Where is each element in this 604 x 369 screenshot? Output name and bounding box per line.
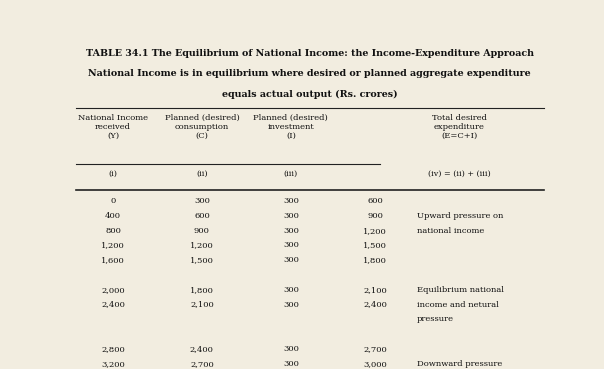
Text: 300: 300: [283, 345, 299, 353]
Text: 1,600: 1,600: [101, 256, 125, 264]
Text: 300: 300: [283, 360, 299, 368]
Text: 2,400: 2,400: [363, 301, 387, 308]
Text: 2,100: 2,100: [190, 301, 214, 308]
Text: (iv) = (ii) + (iii): (iv) = (ii) + (iii): [428, 170, 490, 178]
Text: equals actual output (Rs. crores): equals actual output (Rs. crores): [222, 89, 397, 99]
Text: 2,400: 2,400: [190, 345, 214, 353]
Text: 1,200: 1,200: [101, 241, 125, 249]
Text: 600: 600: [194, 212, 210, 220]
Text: Planned (desired)
consumption
(C): Planned (desired) consumption (C): [164, 114, 239, 140]
Text: 300: 300: [194, 197, 210, 205]
Text: national income: national income: [417, 227, 484, 235]
Text: 1,200: 1,200: [190, 241, 214, 249]
Text: 3,200: 3,200: [101, 360, 125, 368]
Text: 3,000: 3,000: [363, 360, 387, 368]
Text: TABLE 34.1 The Equilibrium of National Income: the Income-Expenditure Approach: TABLE 34.1 The Equilibrium of National I…: [86, 49, 533, 58]
Text: 400: 400: [105, 212, 121, 220]
Text: 300: 300: [283, 212, 299, 220]
Text: 300: 300: [283, 301, 299, 308]
Text: 2,700: 2,700: [190, 360, 214, 368]
Text: 1,500: 1,500: [363, 241, 387, 249]
Text: Downward pressure: Downward pressure: [417, 360, 503, 368]
Text: (ii): (ii): [196, 170, 208, 178]
Text: 300: 300: [283, 256, 299, 264]
Text: Equilibrium national: Equilibrium national: [417, 286, 504, 294]
Text: 300: 300: [283, 241, 299, 249]
Text: 900: 900: [194, 227, 210, 235]
Text: pressure: pressure: [417, 315, 454, 323]
Text: income and netural: income and netural: [417, 301, 499, 308]
Text: 300: 300: [283, 197, 299, 205]
Text: Upward pressure on: Upward pressure on: [417, 212, 504, 220]
Text: Total desired
expenditure
(E=C+I): Total desired expenditure (E=C+I): [432, 114, 487, 140]
Text: (iii): (iii): [284, 170, 298, 178]
Text: 800: 800: [105, 227, 121, 235]
Text: 300: 300: [283, 286, 299, 294]
Text: 600: 600: [367, 197, 383, 205]
Text: 2,100: 2,100: [363, 286, 387, 294]
Text: 2,400: 2,400: [101, 301, 125, 308]
Text: 1,500: 1,500: [190, 256, 214, 264]
Text: 1,800: 1,800: [190, 286, 214, 294]
Text: 2,700: 2,700: [363, 345, 387, 353]
Text: (i): (i): [109, 170, 117, 178]
Text: 2,000: 2,000: [101, 286, 125, 294]
Text: Planned (desired)
investment
(I): Planned (desired) investment (I): [254, 114, 328, 140]
Text: 1,200: 1,200: [363, 227, 387, 235]
Text: 0: 0: [111, 197, 115, 205]
Text: 300: 300: [283, 227, 299, 235]
Text: National Income
received
(Y): National Income received (Y): [78, 114, 148, 140]
Text: 2,800: 2,800: [101, 345, 125, 353]
Text: 1,800: 1,800: [363, 256, 387, 264]
Text: National Income is in equilibrium where desired or planned aggregate expenditure: National Income is in equilibrium where …: [88, 69, 531, 78]
Text: 900: 900: [367, 212, 383, 220]
